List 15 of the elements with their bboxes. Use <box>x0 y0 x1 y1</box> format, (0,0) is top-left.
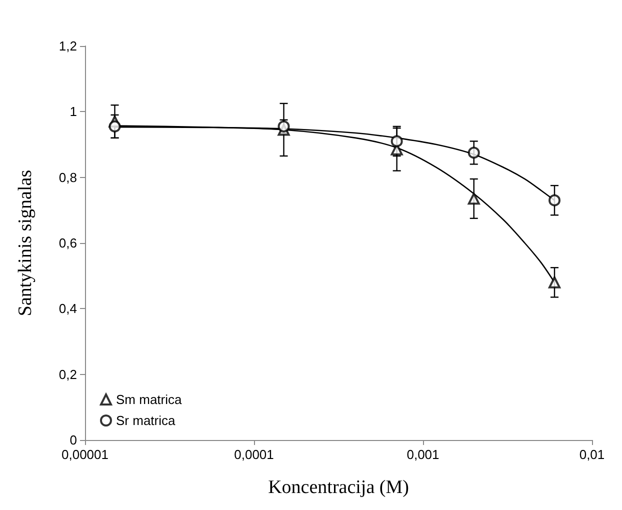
x-axis-title: Koncentracija (M) <box>268 477 409 498</box>
y-tick-label: 0,4 <box>58 301 77 316</box>
x-tick-label: 0,01 <box>579 447 605 462</box>
x-tick-label: 0,0001 <box>234 447 274 462</box>
y-tick-label: 1 <box>70 104 77 120</box>
x-tick-label: 0,00001 <box>62 447 108 462</box>
y-tick-label: 0 <box>70 432 77 448</box>
y-tick-label: 0,8 <box>58 170 77 185</box>
y-tick-label: 1,2 <box>58 38 77 54</box>
x-tick-label: 0,001 <box>406 447 440 462</box>
legend-label: Sr matrica <box>116 413 176 428</box>
y-axis-title: Santykinis signalas <box>15 170 36 316</box>
legend-label: Sm matrica <box>116 392 182 407</box>
y-tick-label: 0,6 <box>58 236 77 250</box>
y-tick-label: 0,2 <box>58 366 77 382</box>
